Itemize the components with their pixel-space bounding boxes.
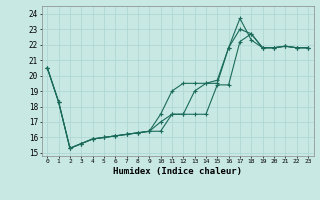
X-axis label: Humidex (Indice chaleur): Humidex (Indice chaleur) [113, 167, 242, 176]
